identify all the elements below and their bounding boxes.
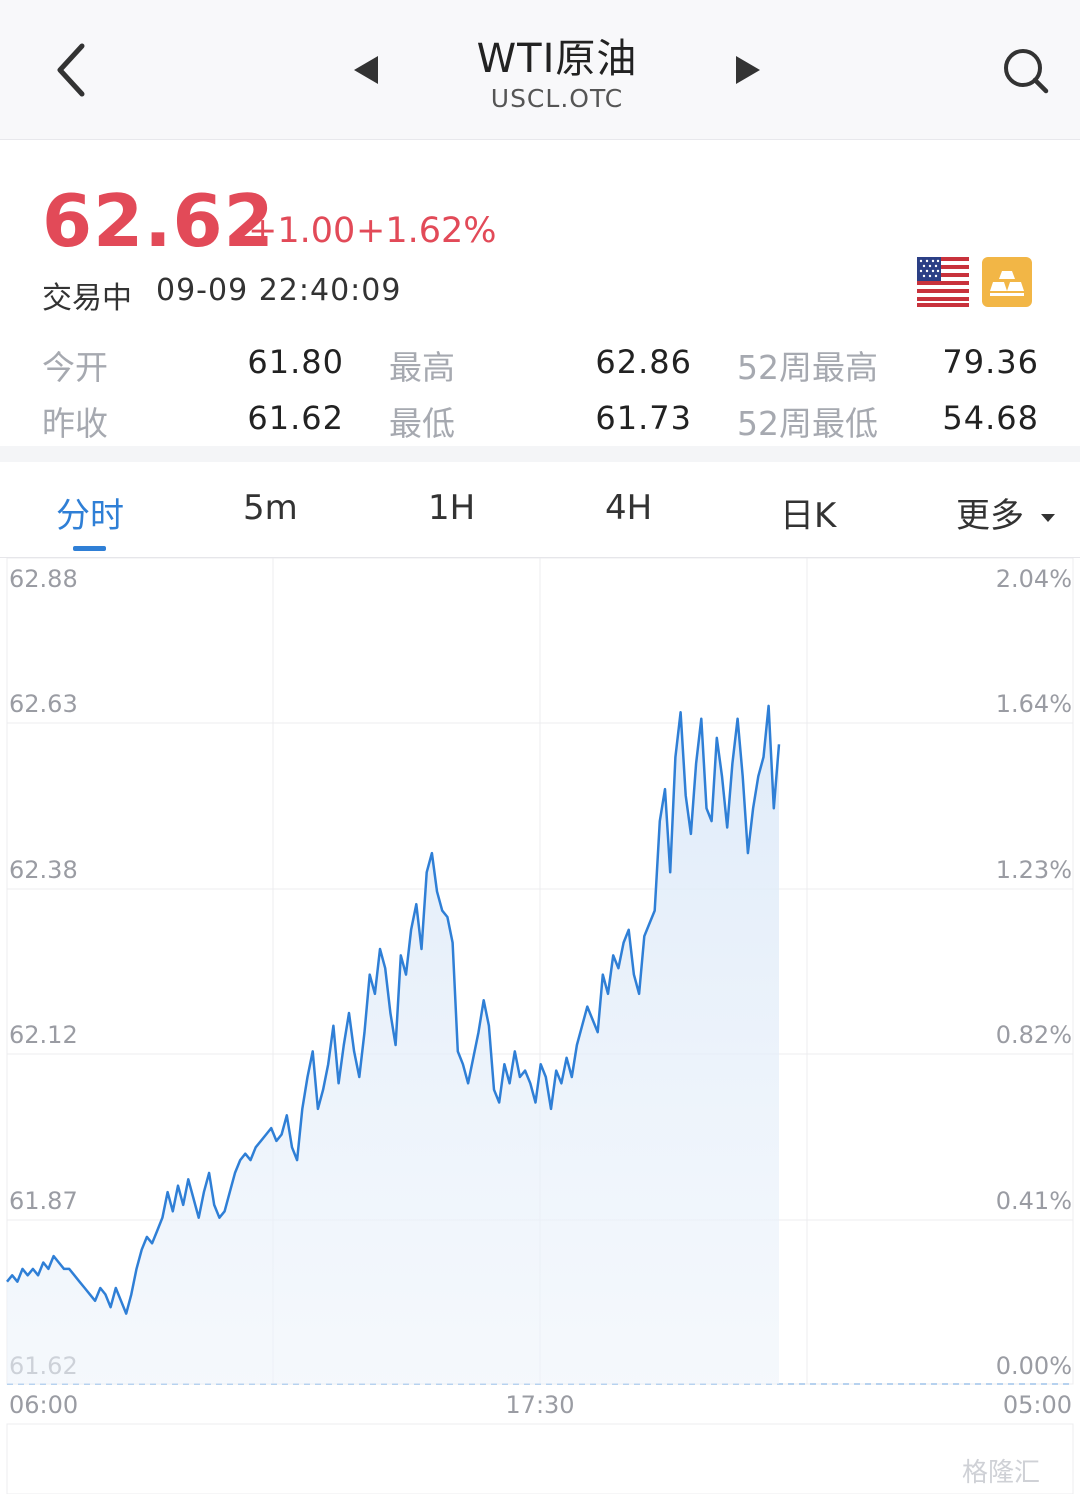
x-tick-label: 17:30 xyxy=(505,1391,574,1419)
price-change-percent: +1.62% xyxy=(356,211,497,251)
gold-bars-icon xyxy=(982,257,1032,307)
week52-high-label: 52周最高 xyxy=(737,348,878,387)
tab-4h[interactable]: 4H xyxy=(605,488,653,528)
active-tab-indicator xyxy=(73,546,106,551)
chart-period-tabs: 分时 5m 1H 4H 日K 更多 xyxy=(0,462,1080,558)
y-tick-label-right: 1.64% xyxy=(996,690,1072,718)
y-tick-label-right: 2.04% xyxy=(996,565,1072,593)
quote-time: 09-09 22:40:09 xyxy=(156,273,402,308)
prev-close-label: 昨收 xyxy=(42,404,108,443)
low-value: 61.73 xyxy=(595,399,692,437)
next-instrument-icon[interactable] xyxy=(724,48,774,92)
tab-5m[interactable]: 5m xyxy=(243,488,298,528)
tab-daily-k[interactable]: 日K xyxy=(780,496,837,536)
instrument-code: USCL.OTC xyxy=(490,84,624,113)
back-icon[interactable] xyxy=(40,30,100,110)
tab-intraday[interactable]: 分时 xyxy=(56,496,124,536)
open-value: 61.80 xyxy=(247,343,344,381)
high-value: 62.86 xyxy=(595,343,692,381)
y-tick-label-left: 62.38 xyxy=(9,856,78,884)
header-bar: WTI原油 USCL.OTC xyxy=(0,0,1080,140)
quote-panel: 62.62 +1.00 +1.62% 交易中 09-09 22:40:09 xyxy=(0,141,1080,446)
y-tick-label-right: 0.41% xyxy=(996,1187,1072,1215)
tab-more-label: 更多 xyxy=(956,496,1024,536)
price-change: +1.00 xyxy=(248,211,356,251)
y-tick-label-right: 1.23% xyxy=(996,856,1072,884)
us-flag-icon xyxy=(917,257,969,307)
dropdown-arrow-icon xyxy=(1040,513,1055,522)
prev-close-value: 61.62 xyxy=(247,399,344,437)
last-price: 62.62 xyxy=(42,179,275,263)
week52-low-value: 54.68 xyxy=(942,399,1039,437)
x-tick-label: 06:00 xyxy=(9,1391,78,1419)
y-tick-label-right: 0.82% xyxy=(996,1021,1072,1049)
watermark-logo: 格隆汇 xyxy=(962,1458,1041,1488)
y-tick-label-right: 0.00% xyxy=(996,1352,1072,1380)
x-tick-label: 05:00 xyxy=(1003,1391,1072,1419)
page-title: WTI原油 xyxy=(476,36,638,82)
chart-canvas: 62.8862.6362.3862.1261.8761.622.04%1.64%… xyxy=(6,557,1074,1494)
open-label: 今开 xyxy=(42,348,108,387)
high-label: 最高 xyxy=(389,348,455,387)
low-label: 最低 xyxy=(389,404,455,443)
search-icon[interactable] xyxy=(990,40,1060,100)
section-divider xyxy=(0,446,1080,462)
tab-more[interactable]: 更多 xyxy=(956,488,1057,537)
week52-low-label: 52周最低 xyxy=(737,404,878,443)
y-tick-label-left: 62.63 xyxy=(9,690,78,718)
previous-instrument-icon[interactable] xyxy=(340,48,390,92)
week52-high-value: 79.36 xyxy=(942,343,1039,381)
trading-status: 交易中 xyxy=(42,281,132,316)
y-tick-label-left: 62.12 xyxy=(9,1021,78,1049)
price-line xyxy=(6,704,781,1315)
y-tick-label-left: 62.88 xyxy=(9,565,78,593)
tab-1h[interactable]: 1H xyxy=(428,488,476,528)
volume-panel xyxy=(6,1423,1074,1494)
intraday-chart[interactable]: 62.8862.6362.3862.1261.8761.622.04%1.64%… xyxy=(0,557,1080,1494)
y-tick-label-left: 61.87 xyxy=(9,1187,78,1215)
